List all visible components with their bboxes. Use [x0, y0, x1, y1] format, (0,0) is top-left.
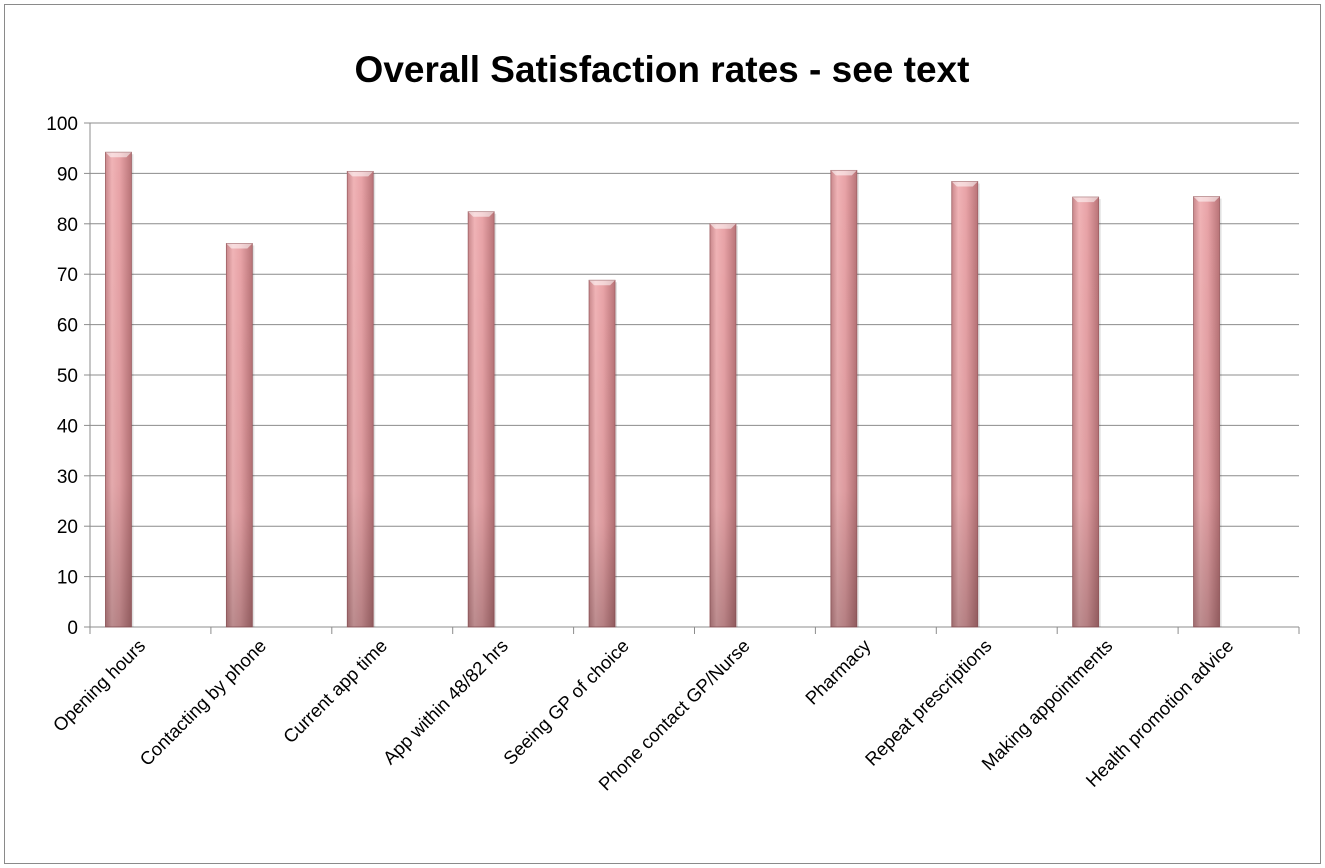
y-tick-labels: 0 10 20 30 40 50 60 70 80 90 100 — [46, 114, 78, 639]
bar-shading — [1072, 197, 1099, 627]
bar — [951, 181, 980, 628]
y-tick-label: 0 — [67, 618, 78, 639]
bar-shading — [226, 243, 253, 627]
y-tick-label: 80 — [57, 215, 78, 236]
bar — [588, 279, 618, 628]
y-tick-label: 90 — [57, 164, 78, 185]
bar — [346, 170, 376, 628]
y-tick-label: 50 — [57, 366, 78, 387]
bar — [830, 169, 859, 628]
chart-title: Overall Satisfaction rates - see text — [355, 49, 970, 90]
bar — [225, 243, 255, 628]
bar-bevel — [226, 243, 253, 249]
bar-bevel — [830, 170, 857, 176]
axes — [84, 122, 1300, 634]
bar-shading — [468, 211, 495, 628]
y-tick-label: 60 — [57, 316, 78, 337]
bar-shading — [830, 170, 857, 627]
bar-bevel — [1072, 197, 1099, 203]
bar-bevel — [709, 223, 736, 229]
chart-frame — [4, 4, 1321, 864]
x-tick-label: App within 48/82 hrs — [379, 635, 512, 768]
gridlines — [90, 122, 1299, 578]
y-tick-label: 40 — [57, 416, 78, 437]
bars — [105, 151, 1222, 628]
bar-shading — [951, 181, 978, 628]
x-tick-label: Contacting by phone — [135, 635, 270, 770]
x-tick-label: Pharmacy — [801, 634, 875, 708]
bar — [467, 211, 497, 628]
bar-shading — [105, 152, 132, 627]
bar — [709, 223, 738, 628]
y-tick-label: 70 — [57, 265, 78, 286]
bar-bevel — [1193, 196, 1220, 202]
bar-bevel — [589, 280, 616, 286]
bar-bevel — [468, 211, 495, 217]
bar-bevel — [105, 152, 132, 158]
bar — [105, 151, 134, 628]
y-tick-label: 20 — [57, 517, 78, 538]
bar — [1072, 196, 1101, 628]
x-tick-label: Repeat prescriptions — [861, 635, 996, 770]
y-tick-label: 30 — [57, 467, 78, 488]
x-tick-label: Opening hours — [49, 635, 150, 736]
x-tick-label: Making appointments — [977, 635, 1116, 774]
bar-shading — [347, 171, 374, 627]
bar-shading — [589, 280, 616, 627]
x-tick-label: Current app time — [279, 635, 391, 747]
bar-shading — [1193, 196, 1220, 628]
y-tick-label: 100 — [46, 114, 78, 135]
bar — [1193, 196, 1222, 628]
y-tick-label: 10 — [57, 568, 78, 589]
x-tick-label: Seeing GP of choice — [499, 635, 633, 769]
bar-bevel — [951, 181, 978, 187]
bar-bevel — [347, 171, 374, 177]
bar-shading — [709, 223, 736, 628]
